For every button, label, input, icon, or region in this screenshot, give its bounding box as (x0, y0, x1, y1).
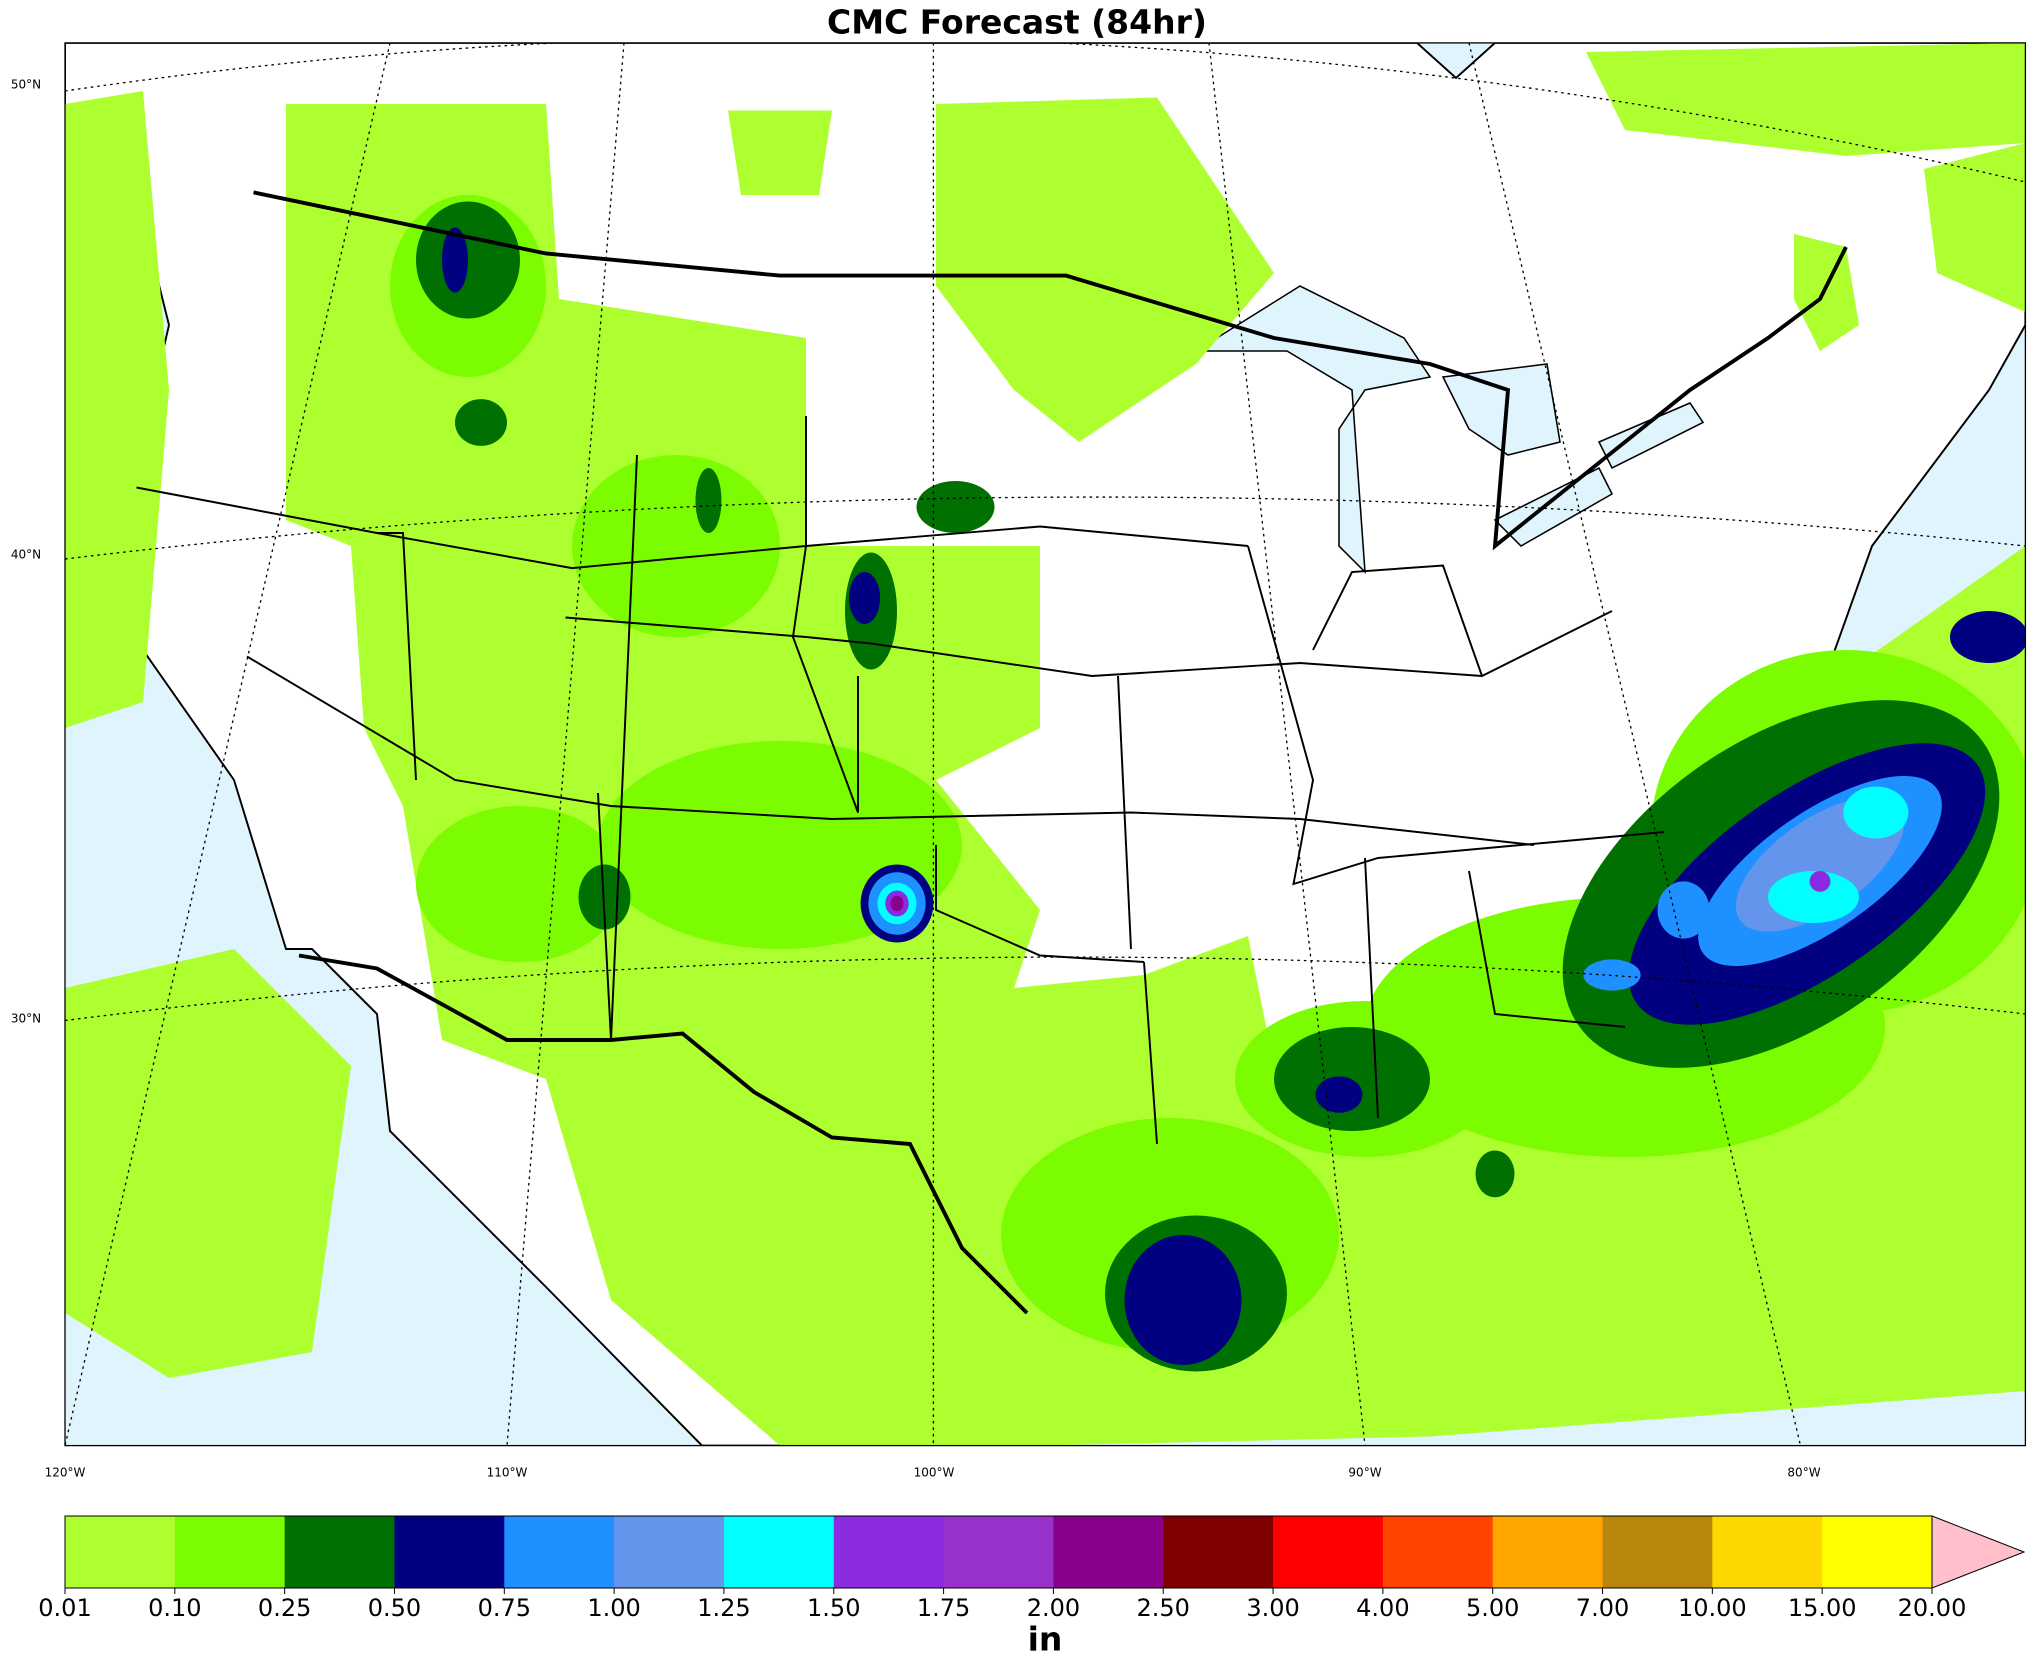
colorbar-tick-label: 1.75 (917, 1594, 970, 1622)
precip-area (1793, 233, 1859, 351)
precip-area (1767, 870, 1859, 923)
colorbar-segment (833, 1516, 945, 1588)
precip-area (1583, 959, 1641, 991)
precip-area (1843, 786, 1909, 839)
lon-label: 110°W (487, 1466, 528, 1480)
colorbar-segment (174, 1516, 286, 1588)
lon-label: 80°W (1787, 1466, 1820, 1480)
colorbar-tick-label: 0.01 (38, 1594, 91, 1622)
colorbar-tick-label: 1.50 (807, 1594, 860, 1622)
colorbar-segment (943, 1516, 1054, 1588)
precip-area (935, 97, 1274, 442)
colorbar-segment (1053, 1516, 1164, 1588)
map (64, 42, 2027, 1447)
colorbar-tick-label: 1.00 (587, 1594, 640, 1622)
precip-area (572, 454, 780, 637)
colorbar-segment (1382, 1516, 1494, 1588)
colorbar-unit: in (1028, 1620, 1063, 1659)
precip-area (1274, 1027, 1430, 1131)
country-border (253, 190, 1848, 551)
colorbar-tick-label: 2.00 (1027, 1594, 1080, 1622)
precip-area (1809, 870, 1831, 892)
colorbar: 0.01 0.10 0.25 0.50 0.75 1.00 1.25 1.50 1.75 2.00… (38, 1515, 2026, 1622)
lat-label: 30°N (11, 1012, 41, 1026)
colorbar-tick-label: 15.00 (1788, 1594, 1857, 1622)
colorbar-segment (1712, 1516, 1823, 1588)
colorbar-segment (1273, 1516, 1384, 1588)
precip-area (728, 110, 832, 195)
precip-area (916, 480, 995, 533)
colorbar-tick-label: 5.00 (1466, 1594, 1519, 1622)
map-frame (64, 42, 2027, 1447)
lake (1441, 363, 1561, 456)
precip-area (1315, 1076, 1363, 1113)
colorbar-segment (1602, 1516, 1713, 1588)
lake (1493, 466, 1614, 547)
state-lines (136, 415, 1665, 1145)
colorbar-tick-label: 3.00 (1246, 1594, 1299, 1622)
colorbar-tick-label: 0.10 (148, 1594, 201, 1622)
precip-areas (65, 42, 2026, 1446)
colorbar-segment (1492, 1516, 1604, 1588)
precip-area (1475, 1150, 1515, 1198)
colorbar-tick-label: 4.00 (1356, 1594, 1409, 1622)
lon-label: 90°W (1348, 1466, 1381, 1480)
lake (1193, 285, 1432, 575)
colorbar-segment (394, 1516, 505, 1588)
colorbar-tick-label: 2.50 (1137, 1594, 1190, 1622)
colorbar-segment (284, 1516, 395, 1588)
precip-area (441, 227, 468, 293)
map-title: CMC Forecast (84hr) (827, 3, 1207, 42)
colorbar-tick-label: 7.00 (1576, 1594, 1629, 1622)
colorbar-tick-label: 20.00 (1898, 1594, 1967, 1622)
colorbar-tick-label: 0.50 (368, 1594, 421, 1622)
colorbar-extend (1931, 1515, 2026, 1589)
colorbar-frame (64, 1515, 1933, 1589)
precip-area (848, 572, 881, 624)
lat-label: 40°N (11, 548, 41, 562)
precip-area (695, 467, 722, 533)
precip-area (1124, 1235, 1242, 1365)
precip-area (65, 948, 351, 1378)
lon-label: 120°W (45, 1466, 86, 1480)
precip-area (454, 399, 507, 446)
colorbar-segment (1822, 1516, 1933, 1588)
precip-area (416, 806, 624, 962)
precip-area (1923, 143, 2026, 312)
lon-label: 100°W (914, 1466, 955, 1480)
colorbar-segment (723, 1516, 835, 1588)
colorbar-tick-label: 10.00 (1678, 1594, 1747, 1622)
colorbar-segment (1163, 1516, 1274, 1588)
colorbar-tick-label: 0.75 (478, 1594, 531, 1622)
colorbar-tick-label: 1.25 (697, 1594, 750, 1622)
country-border (298, 953, 1029, 1315)
colorbar-segment (65, 1516, 176, 1588)
precip-area (1950, 611, 2026, 663)
precip-area (1657, 881, 1710, 939)
precip-area (890, 895, 904, 912)
colorbar-segment (504, 1516, 615, 1588)
colorbar-segment (614, 1516, 725, 1588)
precip-area (1585, 42, 2026, 156)
graticule (64, 42, 2026, 1446)
lat-label: 50°N (11, 78, 41, 92)
precip-area (65, 91, 169, 728)
colorbar-tick-label: 0.25 (258, 1594, 311, 1622)
